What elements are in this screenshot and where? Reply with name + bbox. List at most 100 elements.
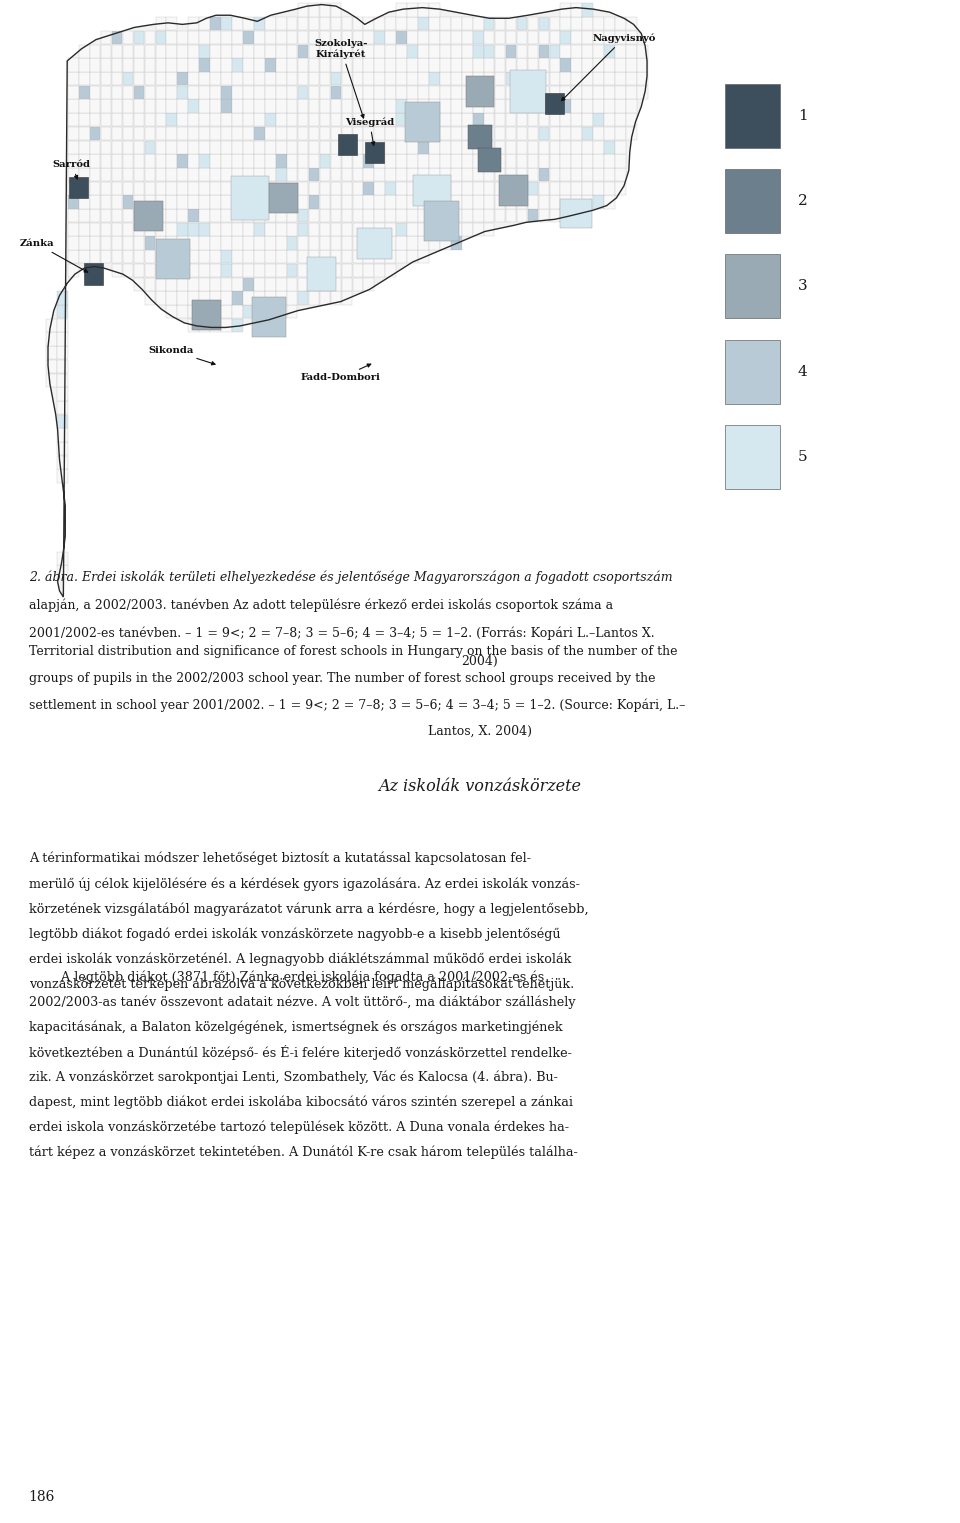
Bar	[309, 44, 320, 58]
Bar	[583, 58, 593, 72]
Bar	[232, 250, 243, 263]
Bar	[111, 250, 122, 263]
Bar	[79, 154, 89, 168]
Bar	[473, 17, 484, 30]
Bar	[528, 195, 539, 209]
Bar	[516, 72, 527, 85]
Bar	[407, 17, 418, 30]
Bar	[385, 154, 396, 168]
Bar	[352, 17, 363, 30]
Bar	[188, 181, 199, 195]
Text: 2: 2	[798, 193, 807, 209]
Bar	[396, 236, 407, 250]
Bar	[156, 239, 190, 279]
Bar	[615, 30, 626, 44]
Bar	[123, 236, 133, 250]
Bar	[265, 263, 276, 277]
Bar	[309, 58, 320, 72]
Bar	[232, 58, 243, 72]
Bar	[462, 140, 472, 154]
Bar	[593, 154, 604, 168]
Bar	[429, 17, 440, 30]
Bar	[506, 72, 516, 85]
Bar	[330, 277, 341, 291]
Bar	[79, 250, 89, 263]
Bar	[604, 195, 614, 209]
Bar	[101, 250, 111, 263]
Bar	[352, 277, 363, 291]
Bar	[364, 85, 374, 99]
Text: Zánka: Zánka	[19, 239, 87, 273]
Bar	[528, 17, 539, 30]
Bar	[111, 30, 122, 44]
Bar	[68, 113, 79, 126]
Bar	[407, 3, 418, 17]
Bar	[604, 72, 614, 85]
Bar	[90, 85, 101, 99]
Bar	[385, 168, 396, 181]
Bar	[494, 72, 505, 85]
Bar	[192, 300, 221, 330]
Bar	[156, 263, 166, 277]
Bar	[123, 44, 133, 58]
Bar	[364, 58, 374, 72]
Bar	[309, 263, 320, 277]
Text: A legtöbb diákot (3871 főt) Zánka erdei iskolája fogadta a 2001/2002-es és: A legtöbb diákot (3871 főt) Zánka erdei …	[29, 970, 544, 984]
Bar	[298, 263, 308, 277]
Bar	[528, 99, 539, 113]
Bar	[338, 134, 357, 155]
Bar	[407, 44, 418, 58]
Bar	[101, 126, 111, 140]
Bar	[156, 222, 166, 236]
Bar	[123, 168, 133, 181]
Bar	[123, 154, 133, 168]
Bar	[111, 195, 122, 209]
Bar	[626, 30, 636, 44]
Bar	[330, 72, 341, 85]
Bar	[320, 263, 330, 277]
Bar	[221, 99, 231, 113]
Bar	[593, 17, 604, 30]
Bar	[243, 44, 253, 58]
Bar	[571, 140, 582, 154]
Bar	[57, 305, 67, 318]
Bar	[156, 277, 166, 291]
Bar	[188, 209, 199, 222]
Bar	[494, 99, 505, 113]
Bar	[583, 168, 593, 181]
Text: 3: 3	[798, 279, 807, 294]
Bar	[57, 373, 67, 387]
Bar	[528, 85, 539, 99]
Bar	[111, 44, 122, 58]
Bar	[243, 17, 253, 30]
Bar	[342, 209, 352, 222]
Bar	[440, 236, 450, 250]
Bar	[440, 126, 450, 140]
Bar	[145, 154, 156, 168]
Bar	[188, 85, 199, 99]
Bar	[133, 277, 144, 291]
Bar	[374, 99, 385, 113]
Bar	[499, 175, 528, 206]
Bar	[265, 17, 276, 30]
Bar	[145, 140, 156, 154]
Bar	[725, 169, 780, 233]
Bar	[484, 113, 494, 126]
Bar	[615, 140, 626, 154]
Bar	[111, 154, 122, 168]
Bar	[561, 140, 571, 154]
Bar	[396, 85, 407, 99]
Bar	[221, 126, 231, 140]
Bar	[90, 195, 101, 209]
Bar	[79, 209, 89, 222]
Bar	[309, 277, 320, 291]
Bar	[637, 44, 648, 58]
Bar	[342, 85, 352, 99]
Bar	[539, 17, 549, 30]
Bar	[419, 85, 429, 99]
Bar	[265, 113, 276, 126]
Bar	[287, 44, 298, 58]
Bar	[440, 17, 450, 30]
Bar	[254, 236, 265, 250]
Bar	[516, 58, 527, 72]
